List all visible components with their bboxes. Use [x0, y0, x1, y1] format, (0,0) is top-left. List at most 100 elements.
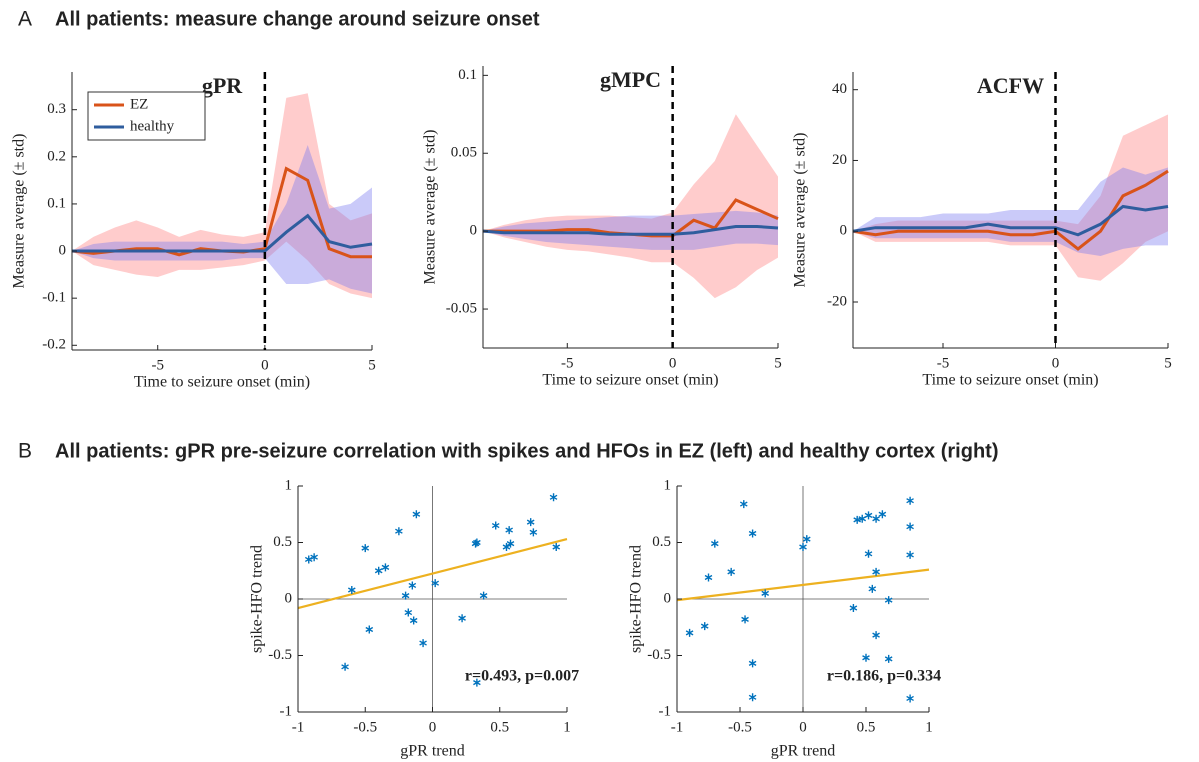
point	[868, 584, 877, 593]
x-tick-label: 5	[1164, 355, 1172, 371]
point	[858, 514, 867, 523]
point	[502, 543, 511, 552]
x-axis-label: Time to seizure onset (min)	[922, 372, 1098, 389]
legend-label: EZ	[130, 96, 148, 112]
point	[739, 500, 748, 509]
y-tick-label: 0.5	[273, 534, 292, 550]
point	[304, 555, 313, 564]
point	[381, 563, 390, 572]
point	[526, 518, 535, 527]
point	[473, 538, 481, 547]
x-axis-label: Time to seizure onset (min)	[542, 372, 718, 389]
std-band	[72, 93, 372, 299]
x-tick-label: 5	[774, 355, 782, 371]
point	[412, 510, 421, 519]
y-axis-label: spike-HFO trend	[249, 545, 266, 653]
point	[864, 549, 873, 558]
y-tick-label: -0.5	[647, 647, 671, 663]
x-tick-label: 0	[669, 355, 677, 371]
legend-label: healthy	[130, 118, 175, 134]
fit-line	[297, 538, 568, 610]
x-tick-label: 0.5	[490, 719, 509, 735]
point	[710, 539, 719, 548]
point	[473, 678, 481, 687]
x-tick-label: -5	[151, 357, 164, 373]
x-tick-label: 1	[563, 719, 571, 735]
y-tick-label: 1	[664, 477, 672, 493]
y-tick-label: 0	[470, 223, 478, 239]
point	[748, 693, 757, 702]
point	[341, 662, 349, 671]
point	[505, 526, 513, 535]
y-tick-label: 0	[59, 242, 67, 258]
y-tick-label: 0.1	[47, 195, 66, 211]
y-tick-label: -0.05	[446, 300, 477, 316]
x-tick-label: -5	[937, 355, 950, 371]
point	[849, 604, 858, 613]
x-tick-label: -1	[292, 719, 305, 735]
point	[404, 608, 413, 617]
x-tick-label: -5	[561, 355, 574, 371]
point	[704, 573, 713, 582]
x-tick-label: 0	[261, 357, 269, 373]
point	[864, 511, 873, 520]
y-tick-label: -0.5	[268, 647, 292, 663]
panel-title: All patients: gPR pre-seizure correlatio…	[55, 440, 998, 462]
point	[491, 521, 500, 530]
point	[395, 527, 403, 536]
point	[872, 514, 880, 523]
panel-letter: A	[18, 8, 32, 31]
point	[347, 585, 356, 594]
point	[872, 631, 880, 640]
mean-line	[482, 224, 779, 236]
fit-line	[676, 568, 930, 602]
chart-title: ACFW	[977, 73, 1044, 98]
point	[401, 591, 410, 600]
point	[310, 553, 318, 562]
y-tick-label: 0.05	[451, 145, 477, 161]
point	[884, 654, 893, 663]
std-band	[483, 114, 778, 299]
point	[374, 566, 383, 575]
point	[458, 614, 466, 623]
point	[479, 591, 488, 600]
point	[761, 589, 770, 598]
point	[431, 579, 440, 588]
point	[409, 616, 418, 625]
point	[685, 628, 694, 637]
point	[552, 543, 561, 552]
y-tick-label: 40	[832, 81, 847, 97]
point	[727, 567, 736, 576]
mean-line	[852, 204, 1169, 237]
y-tick-label: 1	[285, 477, 293, 493]
y-tick-label: 0.2	[47, 148, 66, 164]
point	[906, 694, 914, 703]
y-tick-label: -1	[659, 703, 672, 719]
x-tick-label: 5	[368, 357, 376, 373]
x-tick-label: 1	[925, 719, 933, 735]
point	[529, 528, 538, 537]
point	[748, 529, 757, 538]
y-axis-label: spike-HFO trend	[628, 545, 645, 653]
point	[862, 653, 870, 662]
std-band	[853, 167, 1168, 256]
x-tick-label: -1	[671, 719, 684, 735]
point	[906, 496, 914, 505]
point	[906, 522, 914, 531]
point	[549, 493, 558, 502]
std-band	[483, 210, 778, 250]
y-tick-label: 0.3	[47, 101, 66, 117]
point	[906, 550, 914, 559]
x-tick-label: 0	[799, 719, 807, 735]
x-tick-label: -0.5	[728, 719, 752, 735]
x-tick-label: -0.5	[353, 719, 377, 735]
point	[802, 535, 811, 544]
chart-title: gMPC	[600, 67, 661, 92]
y-tick-label: 0	[664, 590, 672, 606]
x-tick-label: 0.5	[857, 719, 876, 735]
x-axis-label: gPR trend	[771, 743, 835, 760]
y-tick-label: 0.1	[458, 67, 477, 83]
y-tick-label: 0	[285, 590, 293, 606]
mean-line	[852, 169, 1169, 251]
